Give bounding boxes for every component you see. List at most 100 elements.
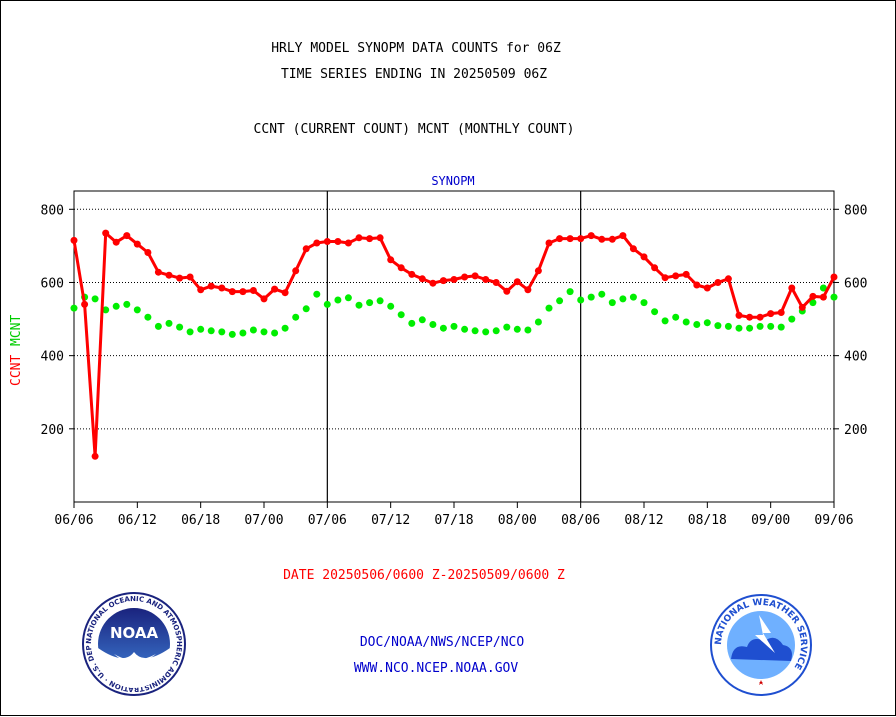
point-mcnt bbox=[376, 297, 384, 305]
point-ccnt bbox=[91, 452, 99, 460]
point-ccnt bbox=[450, 276, 458, 283]
point-mcnt bbox=[830, 293, 838, 301]
point-mcnt bbox=[524, 326, 532, 334]
point-ccnt bbox=[587, 232, 595, 240]
doc-noaa-link[interactable]: DOC/NOAA/NWS/NCEP/NCO bbox=[360, 635, 525, 650]
chart-title-line2: TIME SERIES ENDING IN 20250509 06Z bbox=[281, 67, 547, 82]
point-ccnt bbox=[693, 281, 701, 289]
point-ccnt bbox=[703, 284, 711, 292]
point-ccnt bbox=[186, 273, 194, 281]
point-ccnt bbox=[724, 275, 732, 283]
point-mcnt bbox=[292, 313, 300, 321]
point-mcnt bbox=[703, 319, 711, 327]
point-mcnt bbox=[471, 327, 479, 335]
point-mcnt bbox=[724, 322, 732, 330]
point-ccnt bbox=[133, 240, 141, 248]
point-mcnt bbox=[144, 313, 152, 321]
x-tick-label: 08/18 bbox=[688, 513, 727, 528]
point-mcnt bbox=[197, 325, 205, 333]
point-mcnt bbox=[249, 326, 257, 334]
point-mcnt bbox=[788, 315, 796, 323]
point-mcnt bbox=[809, 299, 817, 307]
point-ccnt bbox=[366, 235, 374, 243]
point-ccnt bbox=[323, 238, 331, 245]
point-mcnt bbox=[756, 322, 764, 330]
point-mcnt bbox=[355, 301, 363, 309]
point-mcnt bbox=[450, 322, 458, 330]
x-ticks: 06/06 06/12 06/18 07/00 07/06 07/12 07/18 08/00… bbox=[54, 502, 854, 528]
point-ccnt bbox=[439, 277, 447, 285]
point-mcnt bbox=[323, 300, 331, 308]
point-ccnt bbox=[355, 234, 363, 242]
point-mcnt bbox=[123, 300, 131, 308]
point-ccnt bbox=[102, 229, 110, 237]
y-tick-label-left: 800 bbox=[41, 203, 64, 218]
nco-website-link[interactable]: WWW.NCO.NCEP.NOAA.GOV bbox=[354, 661, 519, 676]
x-tick-label: 06/06 bbox=[54, 513, 93, 528]
y-tick-label-right: 600 bbox=[844, 276, 867, 291]
point-ccnt bbox=[735, 311, 743, 319]
series-layer bbox=[70, 229, 838, 460]
point-ccnt bbox=[260, 295, 268, 303]
point-ccnt bbox=[376, 234, 384, 242]
point-mcnt bbox=[176, 323, 184, 331]
point-ccnt bbox=[492, 279, 500, 286]
plot-border bbox=[73, 190, 835, 503]
point-ccnt bbox=[334, 238, 342, 245]
point-ccnt bbox=[408, 270, 416, 278]
date-range: DATE 20250506/0600 Z-20250509/0600 Z bbox=[283, 568, 565, 583]
point-ccnt bbox=[798, 303, 806, 311]
point-ccnt bbox=[640, 253, 648, 261]
point-ccnt bbox=[249, 287, 257, 294]
point-ccnt bbox=[461, 273, 469, 281]
x-tick-label: 07/18 bbox=[434, 513, 473, 528]
point-mcnt bbox=[629, 293, 637, 301]
point-mcnt bbox=[461, 325, 469, 333]
point-ccnt bbox=[281, 289, 289, 297]
point-ccnt bbox=[397, 264, 405, 272]
point-ccnt bbox=[228, 288, 236, 296]
point-mcnt bbox=[344, 294, 352, 302]
grid-lines bbox=[74, 191, 834, 502]
point-mcnt bbox=[70, 304, 78, 312]
point-ccnt bbox=[714, 279, 722, 286]
series-ccnt bbox=[70, 229, 838, 460]
point-ccnt bbox=[767, 310, 775, 318]
y-label-mcnt: MCNT bbox=[9, 315, 24, 346]
point-mcnt bbox=[534, 318, 542, 326]
point-ccnt bbox=[418, 275, 426, 283]
point-ccnt bbox=[556, 235, 564, 243]
point-ccnt bbox=[144, 249, 152, 256]
point-mcnt bbox=[186, 328, 194, 336]
point-ccnt bbox=[682, 270, 690, 278]
x-tick-label: 07/06 bbox=[308, 513, 347, 528]
plot-area bbox=[73, 190, 835, 503]
point-mcnt bbox=[387, 302, 395, 310]
y-tick-label-right: 200 bbox=[844, 423, 867, 438]
point-ccnt bbox=[302, 245, 310, 253]
point-ccnt bbox=[809, 292, 817, 300]
point-ccnt bbox=[313, 239, 321, 247]
point-mcnt bbox=[492, 327, 500, 335]
point-mcnt bbox=[154, 322, 162, 330]
point-mcnt bbox=[682, 318, 690, 326]
point-ccnt bbox=[239, 288, 247, 296]
point-mcnt bbox=[661, 317, 669, 325]
y-label-ccnt: CCNT bbox=[9, 355, 24, 386]
point-ccnt bbox=[524, 286, 532, 294]
x-tick-label: 08/00 bbox=[498, 513, 537, 528]
point-ccnt bbox=[777, 309, 785, 316]
point-ccnt bbox=[81, 300, 89, 308]
chart-subtitle: CCNT (CURRENT COUNT) MCNT (MONTHLY COUNT… bbox=[254, 122, 575, 137]
noaa-logo-text: NOAA bbox=[110, 624, 159, 642]
point-mcnt bbox=[619, 295, 627, 303]
point-ccnt bbox=[598, 235, 606, 243]
point-mcnt bbox=[366, 299, 374, 307]
point-mcnt bbox=[767, 322, 775, 330]
y-tick-label-right: 800 bbox=[844, 203, 867, 218]
y-tick-label-left: 200 bbox=[41, 423, 64, 438]
point-mcnt bbox=[746, 324, 754, 332]
point-mcnt bbox=[819, 284, 827, 292]
point-ccnt bbox=[619, 232, 627, 240]
